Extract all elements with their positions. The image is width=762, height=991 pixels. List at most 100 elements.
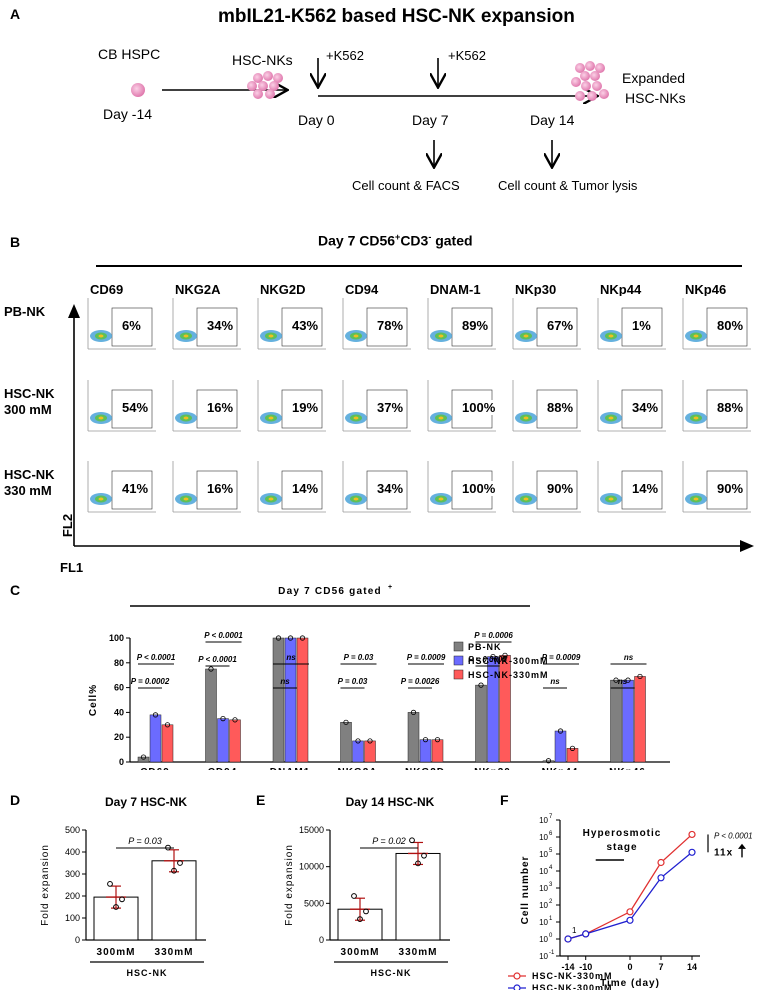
flow-plot: 34% [596,378,667,434]
expanded-label-2: HSC-NKs [625,90,686,106]
y-tick-exponent: 1 [549,916,553,922]
flow-plot: 78% [341,296,412,352]
flow-plot: 37% [341,378,412,434]
gate-percent: 16% [207,481,234,496]
day14-label: Day 14 [530,112,575,128]
k562-label-2: +K562 [448,48,486,63]
gate-percent: 67% [547,318,574,333]
gate-percent: 34% [632,400,659,415]
population-peak [353,497,359,501]
panel-a-schematic [131,58,609,200]
marker-header: CD69 [90,282,124,297]
gate-box [281,470,323,510]
bar-hsc-nk-300mm [149,714,162,763]
population-peak [268,334,274,338]
gate-percent: 88% [717,400,744,415]
flow-plot-canvas [427,298,496,350]
legend-marker [513,972,521,980]
legend-swatch [453,641,464,652]
marker-header: NKG2D [260,282,306,297]
sig-label: P = 0.0005 [468,655,507,664]
population-peak [438,497,444,501]
sig-label: ns [550,677,560,686]
category-label: NKG2D [405,767,445,770]
sig-label: ns [624,653,634,662]
gate-percent: 43% [292,318,319,333]
bar-pb-nk [475,684,487,763]
hspc-cell-icon [131,83,145,97]
category-label: NKp46 [609,767,646,770]
sig-label: P = 0.0009 [542,653,581,662]
flow-plot-canvas [87,380,156,432]
flow-plot-canvas [257,380,326,432]
row-label: HSC-NK [4,467,55,482]
bar-hsc-nk-330mm [566,748,579,763]
legend-swatch [453,669,464,680]
bar-hsc-nk-300mm [419,739,432,763]
bar-hsc-nk-330mm [499,655,511,763]
sig-label: P = 0.0026 [401,677,440,686]
data-point [220,716,226,722]
flow-plot: 34% [171,296,242,352]
gate-box [111,389,153,429]
gate-percent: 80% [717,318,744,333]
data-point [119,896,125,903]
gate-percent: 14% [292,481,319,496]
flow-plot-canvas [342,298,411,350]
y-tick-exponent: 5 [549,848,553,854]
sig-label: ns [286,653,296,662]
tumor-lysis-label: Cell count & Tumor lysis [498,178,638,193]
data-point [343,719,349,725]
flow-plot-canvas [682,461,751,513]
flow-plot: 89% [426,296,497,352]
y-axis-label: Fold expansion [40,844,51,926]
flow-plot: 88% [681,378,752,434]
bar-pb-nk [610,679,622,763]
population-peak [438,334,444,338]
gate-box [196,389,238,429]
gate-percent: 100% [462,481,496,496]
series-point [582,930,590,938]
bar-hsc-nk-330mm [364,740,376,763]
population-peak [183,416,189,420]
data-point [152,712,159,718]
marker-header: NKp46 [685,282,727,297]
data-point [232,717,238,723]
flow-plot: 80% [681,296,752,352]
gate-percent: 14% [632,481,659,496]
panel-b-title: Day 7 CD56+CD3- gated [318,232,473,249]
gate-box [536,470,578,510]
row-label: HSC-NK [4,386,55,401]
bar-hsc-nk-300mm [217,718,229,763]
population-peak [268,497,274,501]
panel-c-label: C [10,582,21,598]
bar-pb-nk [340,722,352,763]
marker-header: DNAM-1 [430,282,481,297]
sig-label: ns [618,677,628,686]
flow-plot: 90% [511,459,582,515]
sig-label: P = 0.03 [128,836,161,846]
y-axis-label: Fold expansion [284,844,295,926]
category-label: DNAM1 [270,767,311,770]
series-point [564,935,572,943]
gate-box [621,470,663,510]
data-point [164,722,171,728]
gate-box [706,470,748,510]
y-tick-label: 100 [109,633,124,643]
y-tick-label: 10 [539,952,548,961]
bar-hsc-nk-330mm [634,676,646,763]
population-peak [98,416,104,420]
gate-box [451,307,493,347]
data-point [107,881,113,887]
data-point [140,754,147,760]
sig-label: P = 0.0002 [131,677,170,686]
hsc-nks-label: HSC-NKs [232,52,293,68]
gate-box [536,389,578,429]
y-tick-label: 10 [539,901,548,910]
stage-label: stage [606,842,637,853]
bar-hsc-nk-300mm [622,679,634,763]
sig-label: P = 0.03 [344,653,374,662]
data-point [637,673,643,680]
gate-percent: 41% [122,481,149,496]
y-tick-label: 10 [539,816,548,825]
